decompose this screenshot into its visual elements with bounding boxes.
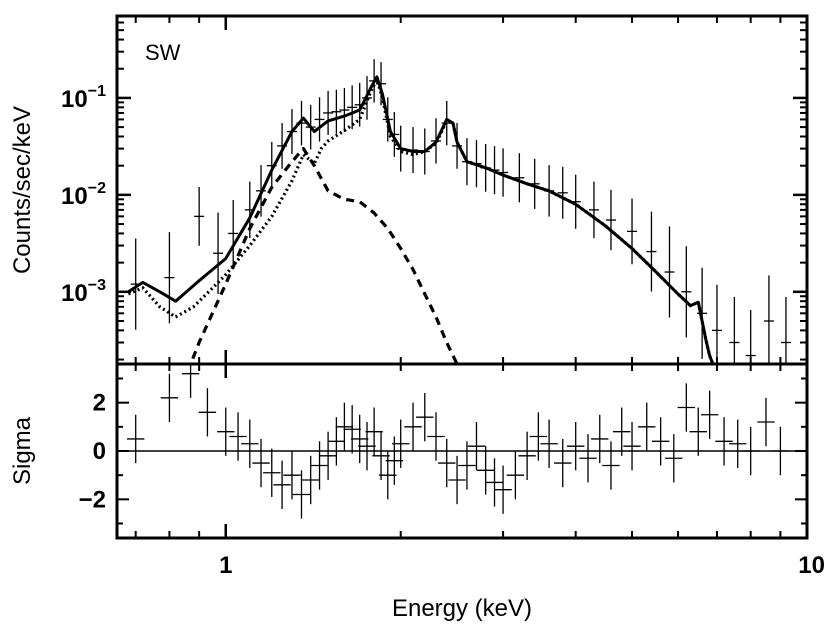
residual-point [327,417,346,466]
residual-point [729,419,747,468]
data-point [646,211,657,292]
residual-point [335,402,354,451]
residual-point [591,414,609,464]
residual-point [404,402,422,451]
residual-y-axis-title: Sigma [9,416,36,485]
residual-point [292,470,311,519]
residual-point [554,438,572,488]
residual-point [771,426,790,476]
model-curve-solid [127,75,715,364]
residual-point [494,465,512,514]
spectrum-panel-frame [115,14,809,366]
y-tick-label: 10−1 [61,83,106,113]
residual-point [319,431,337,480]
data-point [228,199,239,267]
residual-point [273,460,291,509]
spectrum-y-axis-title: Counts/sec/keV [9,106,36,274]
residual-point [229,412,247,461]
residual-point [310,441,329,490]
model-curve-dotted [127,77,715,364]
residual-point [379,451,397,500]
residual-point [241,419,259,468]
residual-point [217,407,235,456]
residual-point [181,364,200,398]
residual-point [715,417,733,466]
data-point [164,232,175,324]
residual-point [677,383,696,432]
data-point [729,296,740,364]
data-point [194,186,205,246]
data-point [627,198,638,265]
residual-point [476,446,495,495]
panel-annotation: SW [145,40,181,65]
residual-point [127,414,145,464]
y-tick-label: 2 [93,390,106,417]
y-tick-label: 10−3 [61,277,106,307]
residual-point [651,417,670,466]
data-point [347,85,358,130]
y-tick-label: 10−2 [61,180,106,210]
data-point [314,97,325,142]
data-point [339,88,350,133]
residual-point [263,448,281,497]
residual-point [567,422,585,471]
x-tick-label: 10 [798,552,825,579]
residual-point [741,426,760,476]
residual-point [467,422,486,471]
residual-point [438,438,456,488]
tick-labels: 10−1 10−2 10−3 2 0 −2 1 10 [61,83,825,579]
y-tick-label: 0 [93,438,106,465]
residual-point [358,422,376,471]
residual-point [160,373,179,422]
x-axis-title: Energy (keV) [392,595,532,622]
x-tick-label: 1 [219,552,232,579]
y-tick-label: −2 [79,486,106,513]
data-point [514,153,525,203]
residual-point [638,402,656,451]
data-point [681,246,692,338]
residual-point [485,458,504,507]
data-point [780,296,791,364]
residual-point [427,412,445,461]
residual-point [252,438,270,488]
data-point [323,90,334,135]
model-curve-dashed [188,147,459,364]
residual-point [613,407,631,456]
data-point [331,89,342,134]
data-point [557,166,568,219]
residual-point [392,419,410,468]
residual-point [198,388,217,437]
spectrum-panel-marks [127,59,791,364]
residual-point [689,407,707,456]
residual-point [623,422,641,471]
residual-point [540,419,558,468]
residual-point [579,434,597,483]
residual-point [700,390,719,439]
residual-point [529,412,548,461]
residual-point [518,431,536,480]
residual-point [458,441,476,490]
residual-panel-marks [117,364,807,519]
residual-point [506,451,525,500]
residual-point [665,434,683,483]
residual-point [351,414,369,464]
residual-point [372,431,390,480]
residual-point [448,455,466,505]
residual-point [757,397,775,447]
residual-point [416,393,434,442]
axis-ticks [117,16,809,538]
data-point [664,226,675,318]
data-point [605,189,616,251]
residual-point [365,407,383,456]
data-point [745,309,756,364]
residual-point [602,441,620,490]
data-point [588,181,599,239]
residual-point [283,451,301,500]
data-point [763,275,774,364]
residual-point [301,455,320,505]
residual-point [343,405,361,454]
